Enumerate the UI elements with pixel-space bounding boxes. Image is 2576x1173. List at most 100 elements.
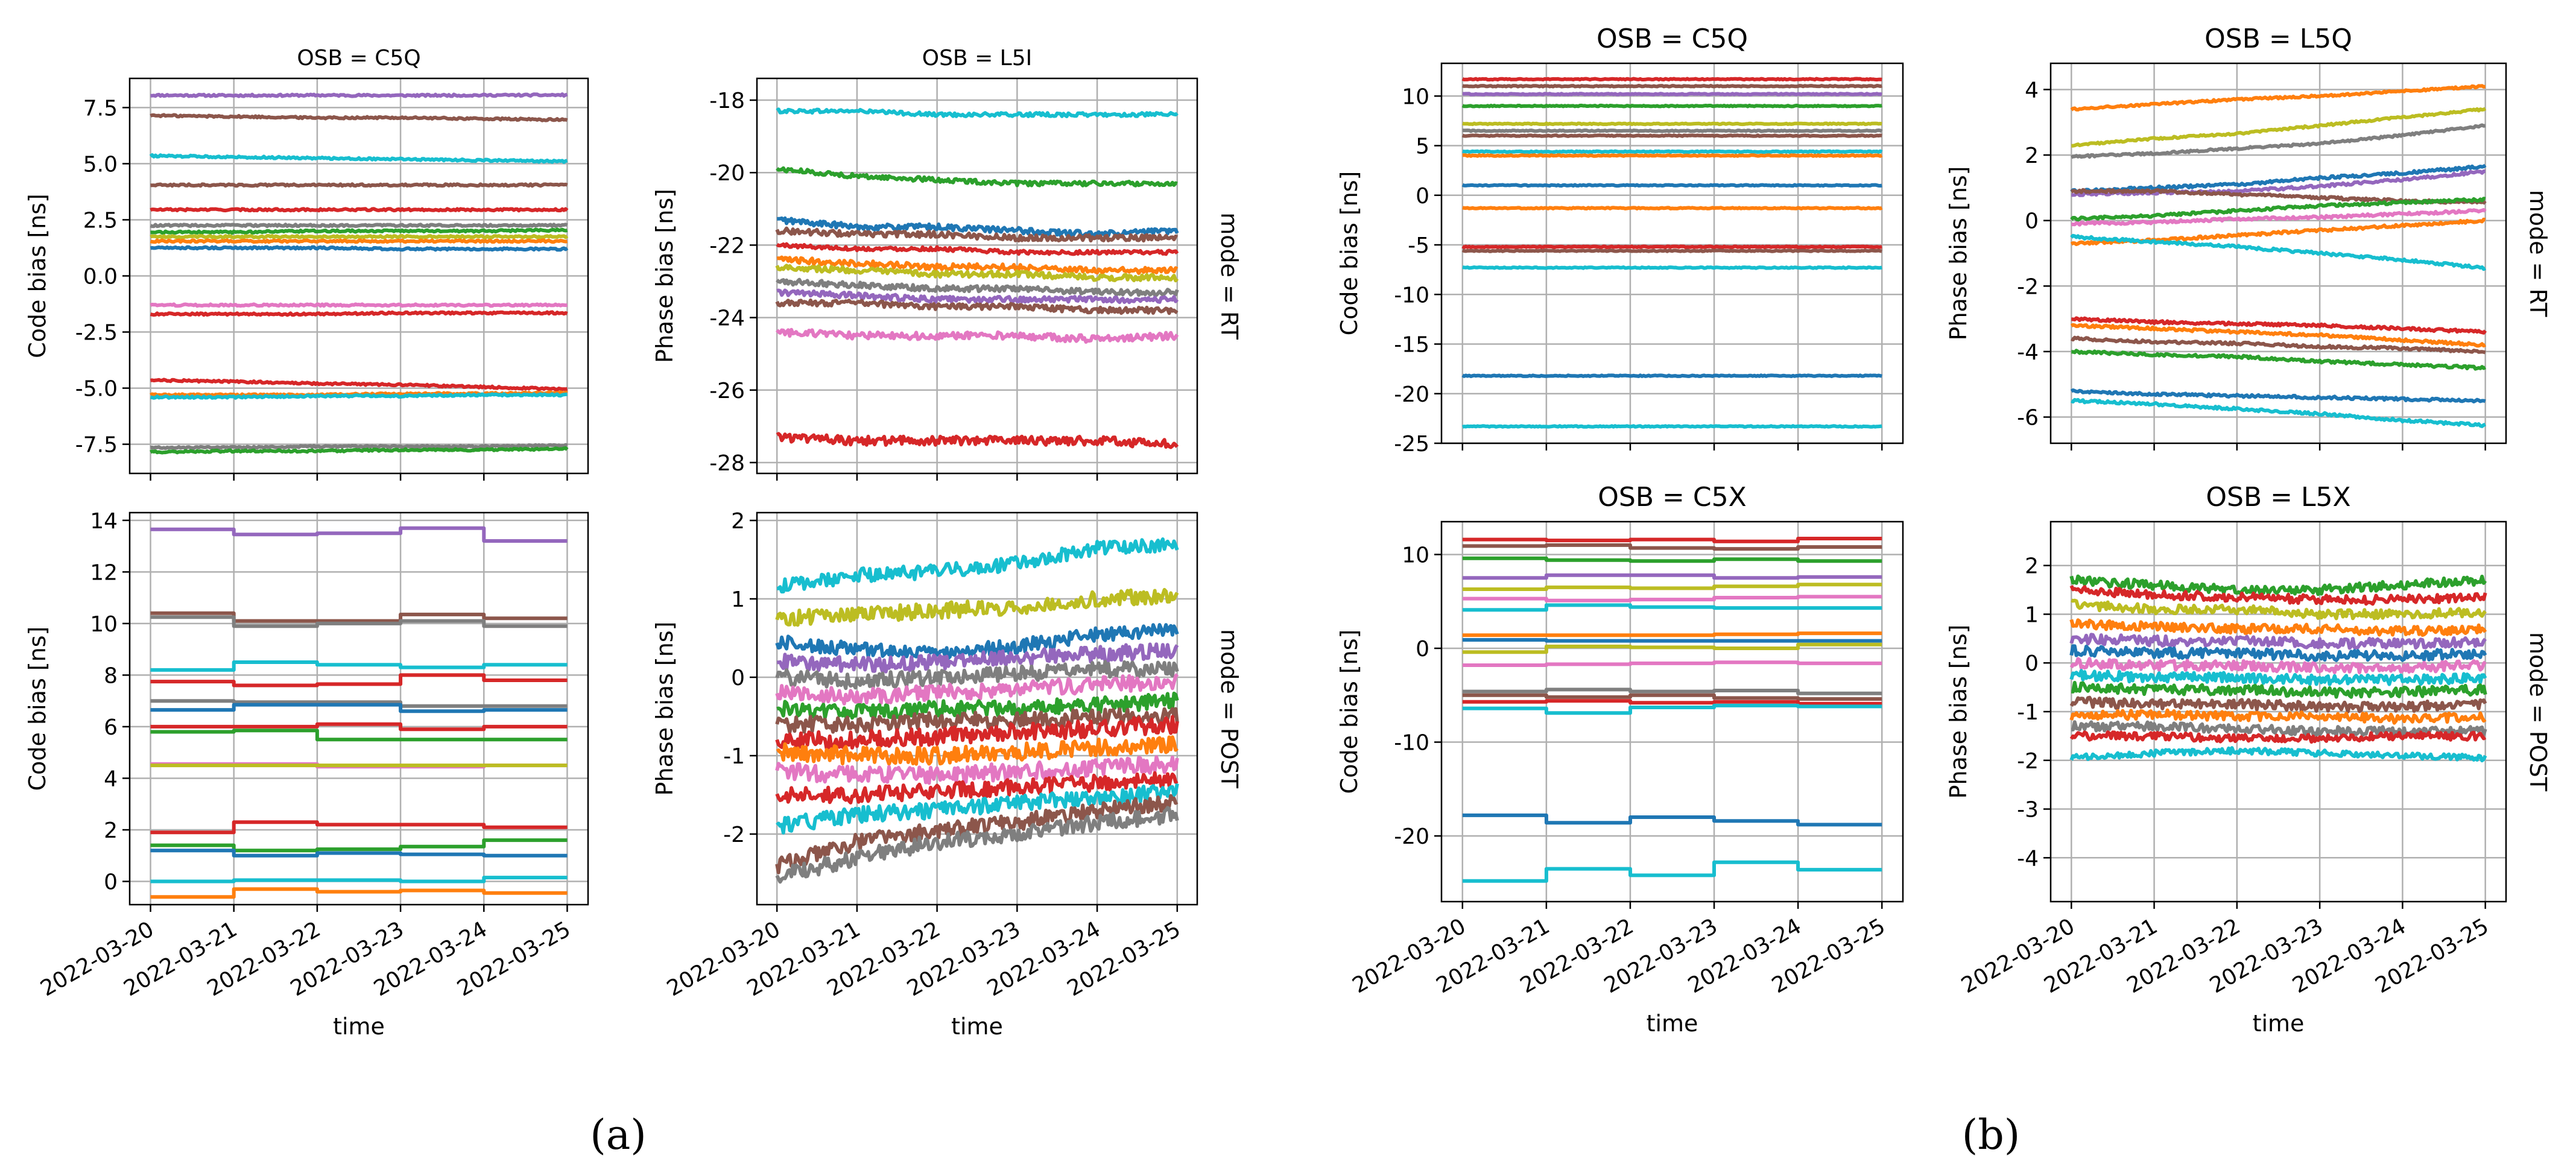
y-tick-label: -10 [1394, 731, 1429, 756]
series-line [1462, 703, 1882, 715]
y-tick-label: 0 [104, 870, 118, 895]
y-tick-label: 12 [90, 560, 118, 585]
y-axis-label: Code bias [ns] [24, 194, 51, 358]
series-line [150, 227, 568, 235]
series-line [2069, 708, 2487, 725]
series-line [2070, 233, 2487, 271]
y-tick-label: 0 [1416, 184, 1429, 209]
series-line [150, 378, 568, 392]
y-tick-label: -20 [1394, 382, 1429, 407]
x-axis-label: time [2253, 1010, 2305, 1037]
series-line [776, 255, 1179, 275]
series-line [2069, 669, 2487, 686]
y-tick-label: -1 [723, 744, 745, 769]
y-tick-label: 2 [2025, 554, 2039, 579]
series-line [775, 623, 1179, 660]
series-line [775, 806, 1179, 884]
subplot-1: -7.5 -5.0 -2.5 0.0 2.5 5.0 7.5 Code bias [ns] OS… [24, 46, 589, 481]
series-line [775, 587, 1179, 627]
y-tick-label: -2 [2017, 749, 2039, 774]
facet-label: mode = POST [1216, 629, 1242, 789]
y-tick-label: 2 [731, 509, 745, 534]
series-line [1462, 206, 1883, 210]
series-line [775, 707, 1179, 734]
subplot-title: OSB = C5X [1598, 482, 1746, 513]
subplot-5: -25 -20 -15 -10 -5 0 5 10 Code bias [ns] OSB = C5… [1336, 24, 1904, 457]
series-line [2069, 695, 2487, 713]
series-line [776, 642, 1179, 674]
y-tick-label: 0 [1416, 637, 1429, 662]
series-line [150, 673, 568, 688]
series-line [150, 310, 568, 317]
series-line [2069, 657, 2487, 674]
series-line [150, 729, 568, 742]
y-tick-label: 0 [2025, 651, 2039, 676]
series-line [2069, 574, 2487, 596]
facet-label: mode = RT [2525, 190, 2551, 317]
y-tick-label: 0 [2025, 209, 2039, 234]
y-tick-label: 6 [104, 715, 118, 740]
series-group [1461, 77, 1883, 429]
series-line [2071, 349, 2486, 371]
series-line [2069, 746, 2487, 763]
series-line [776, 537, 1179, 594]
y-axis-label: Code bias [ns] [1336, 171, 1362, 336]
series-line [2069, 618, 2487, 637]
y-tick-label: 5.0 [83, 152, 118, 177]
y-axis-label: Code bias [ns] [1336, 630, 1362, 794]
series-line [776, 783, 1179, 835]
series-line [1461, 248, 1882, 253]
series-line [1461, 103, 1882, 109]
y-tick-label: 10 [1402, 84, 1429, 109]
facet-label: mode = RT [1216, 212, 1242, 340]
series-line [775, 660, 1179, 691]
y-tick-label: -20 [1394, 824, 1429, 849]
y-tick-label: 4 [104, 767, 118, 791]
subplot-title: OSB = C5Q [297, 46, 420, 71]
axes-frame [756, 77, 1198, 475]
y-tick-label: 0.0 [83, 265, 118, 289]
series-line [1462, 573, 1882, 580]
series-line [1462, 537, 1882, 543]
series-line [150, 207, 569, 213]
series-line [1462, 660, 1882, 667]
y-tick-label: -24 [709, 306, 745, 331]
series-line [776, 107, 1179, 118]
axes-frame [2049, 62, 2507, 444]
series-line [2070, 163, 2487, 194]
y-axis-label: Phase bias [ns] [651, 189, 678, 363]
series-line [1461, 77, 1882, 82]
series-line [1462, 603, 1882, 612]
series-line [150, 182, 568, 188]
series-line [150, 223, 568, 229]
y-axis-label: Code bias [ns] [24, 627, 51, 791]
y-axis-label: Phase bias [ns] [1945, 625, 1972, 799]
series-line [776, 277, 1179, 297]
series-line [2069, 633, 2487, 650]
y-tick-label: -5.0 [75, 377, 118, 402]
series-group [775, 107, 1179, 449]
series-line [2070, 323, 2487, 348]
series-group [2069, 574, 2487, 763]
series-line [2070, 388, 2486, 403]
series-line [1462, 693, 1882, 701]
series-line [150, 722, 568, 732]
series-line [2071, 681, 2487, 699]
panel-label-a: (a) [590, 1111, 647, 1159]
series-line [2070, 84, 2486, 112]
series-line [1461, 373, 1882, 378]
series-line [150, 245, 569, 252]
series-line [1462, 631, 1882, 637]
series-group [775, 537, 1179, 884]
y-tick-label: 14 [90, 509, 118, 534]
series-line [1462, 153, 1883, 158]
y-tick-label: -28 [709, 451, 745, 476]
series-line [1461, 133, 1882, 138]
series-line [150, 849, 568, 858]
axes-frame [1440, 62, 1904, 444]
y-tick-label: -2 [2017, 274, 2039, 299]
x-axis-label: time [333, 1013, 385, 1040]
y-tick-label: 10 [1402, 543, 1429, 568]
series-line [2071, 207, 2487, 227]
y-axis-label: Phase bias [ns] [1945, 166, 1972, 341]
